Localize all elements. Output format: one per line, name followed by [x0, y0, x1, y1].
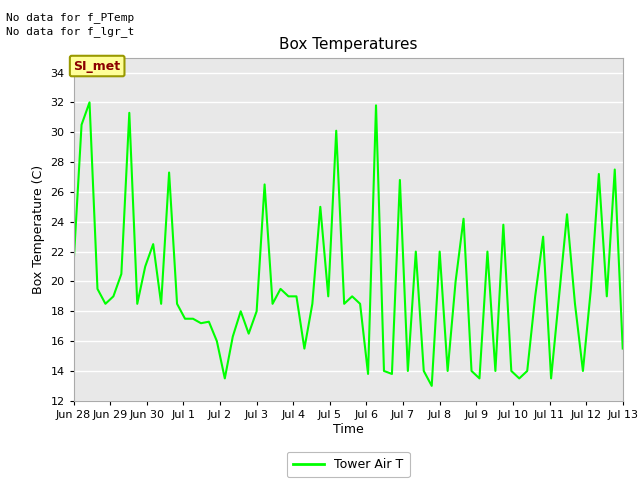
Text: No data for f_PTemp: No data for f_PTemp [6, 12, 134, 23]
Text: No data for f_lgr_t: No data for f_lgr_t [6, 26, 134, 37]
Y-axis label: Box Temperature (C): Box Temperature (C) [32, 165, 45, 294]
Text: SI_met: SI_met [74, 60, 121, 72]
X-axis label: Time: Time [333, 422, 364, 436]
Title: Box Temperatures: Box Temperatures [279, 37, 417, 52]
Legend: Tower Air T: Tower Air T [287, 452, 410, 477]
